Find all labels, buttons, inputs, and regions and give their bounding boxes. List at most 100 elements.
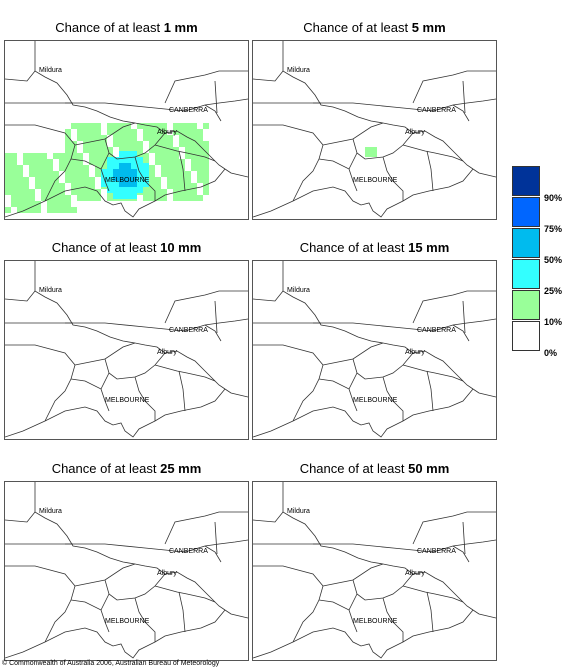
shading-cell-10 — [137, 147, 143, 153]
shading-cell-10 — [89, 195, 95, 201]
shading-cell-10 — [131, 135, 137, 141]
boundary-line — [65, 98, 248, 112]
shading-cell-10 — [179, 159, 185, 165]
shading-cell-10 — [149, 147, 155, 153]
shading-cell-10 — [17, 195, 23, 201]
shading-cell-10 — [35, 153, 41, 159]
city-label-melbourne: MELBOURNE — [105, 618, 150, 625]
shading-cell-10 — [11, 201, 17, 207]
boundary-line — [452, 324, 470, 342]
boundary-line — [100, 388, 110, 412]
city-label-canberra: CANBERRA — [169, 327, 208, 334]
shading-cell-10 — [71, 177, 77, 183]
shading-cell-10 — [89, 147, 95, 153]
boundary-line — [352, 132, 414, 160]
shading-cell-10 — [65, 141, 71, 147]
shading-cell-10 — [161, 141, 167, 147]
shading-cell-10 — [77, 123, 83, 129]
shading-cell-10 — [197, 147, 203, 153]
boundary-line — [253, 511, 474, 611]
shading-cell-10 — [59, 207, 65, 213]
shading-cell-10 — [95, 135, 101, 141]
shading-cell-10 — [11, 183, 17, 189]
legend-swatch-0 — [512, 321, 540, 351]
shading-cell-10 — [203, 189, 209, 195]
shading-cell-10 — [185, 171, 191, 177]
shading-cell-10 — [179, 135, 185, 141]
boundary-line — [412, 70, 496, 104]
shading-cell-25 — [107, 157, 113, 163]
city-label-mildura: Mildura — [287, 67, 310, 74]
boundary-line — [412, 511, 496, 545]
shading-cell-10 — [191, 135, 197, 141]
region-map — [253, 261, 496, 438]
city-label-mildura: Mildura — [39, 287, 62, 294]
boundary-line — [65, 318, 248, 332]
shading-cell-25 — [131, 157, 137, 163]
shading-cell-50 — [125, 181, 131, 187]
shading-cell-10 — [71, 123, 77, 129]
shading-cell-10 — [47, 195, 53, 201]
shading-cell-10 — [71, 153, 77, 159]
shading-cell-10 — [89, 183, 95, 189]
shading-cell-10 — [11, 165, 17, 171]
boundary-line — [154, 585, 216, 603]
shading-cell-10 — [5, 165, 11, 171]
boundary-line — [402, 144, 464, 162]
shading-cell-10 — [53, 207, 59, 213]
region-map — [253, 41, 496, 218]
boundary-line — [253, 124, 324, 202]
shading-cell-10 — [155, 147, 161, 153]
shading-cell-10 — [41, 153, 47, 159]
shading-cell-10 — [143, 153, 149, 159]
boundary-line — [104, 352, 166, 380]
city-label-mildura: Mildura — [287, 287, 310, 294]
boundary-line — [154, 364, 216, 382]
shading-cell-10 — [11, 177, 17, 183]
shading-cell-10 — [107, 123, 113, 129]
shading-cell-10 — [47, 189, 53, 195]
shading-cell-10 — [5, 177, 11, 183]
shading-cell-25 — [113, 187, 119, 193]
shading-cell-25 — [107, 169, 113, 175]
shading-cell-25 — [125, 157, 131, 163]
shading-cell-10 — [185, 189, 191, 195]
shading-cell-10 — [125, 123, 131, 129]
shading-cell-25 — [137, 163, 143, 169]
shading-cell-10 — [161, 135, 167, 141]
shading-cell-10 — [95, 159, 101, 165]
shading-cell-10 — [203, 165, 209, 171]
shading-cell-10 — [143, 123, 149, 129]
shading-cell-10 — [155, 195, 161, 201]
shading-cell-10 — [35, 183, 41, 189]
shading-cell-50 — [125, 169, 131, 175]
boundary-line — [204, 324, 222, 342]
city-label-canberra: CANBERRA — [169, 548, 208, 555]
title-prefix: Chance of at least — [51, 240, 157, 255]
boundary-line — [253, 290, 474, 390]
title-amount: 25 mm — [160, 461, 202, 476]
shading-cell-10 — [41, 159, 47, 165]
map-25mm: Mildura CANBERRA Albury MELBOURNE — [4, 481, 249, 661]
title-amount: 10 mm — [160, 240, 202, 255]
shading-cell-10 — [155, 135, 161, 141]
map-1mm: Mildura CANBERRA Albury MELBOURNE — [4, 40, 249, 220]
shading-cell-25 — [131, 193, 137, 199]
title-prefix: Chance of at least — [303, 20, 409, 35]
city-label-albury: Albury — [157, 570, 177, 577]
shading-cell-10 — [185, 129, 191, 135]
boundary-line — [322, 563, 384, 587]
shading-cell-10 — [89, 135, 95, 141]
shading-cell-10 — [17, 201, 23, 207]
boundary-line — [426, 370, 434, 412]
title-amount: 1 mm — [163, 20, 198, 35]
shading-cell-10 — [203, 171, 209, 177]
city-label-melbourne: MELBOURNE — [105, 177, 150, 184]
shading-cell-10 — [29, 165, 35, 171]
boundary-line — [5, 388, 226, 438]
shading-cell-25 — [119, 187, 125, 193]
shading-cell-10 — [71, 189, 77, 195]
boundary-line — [204, 104, 222, 122]
shading-cell-10 — [17, 177, 23, 183]
shading-cell-25 — [143, 181, 149, 187]
